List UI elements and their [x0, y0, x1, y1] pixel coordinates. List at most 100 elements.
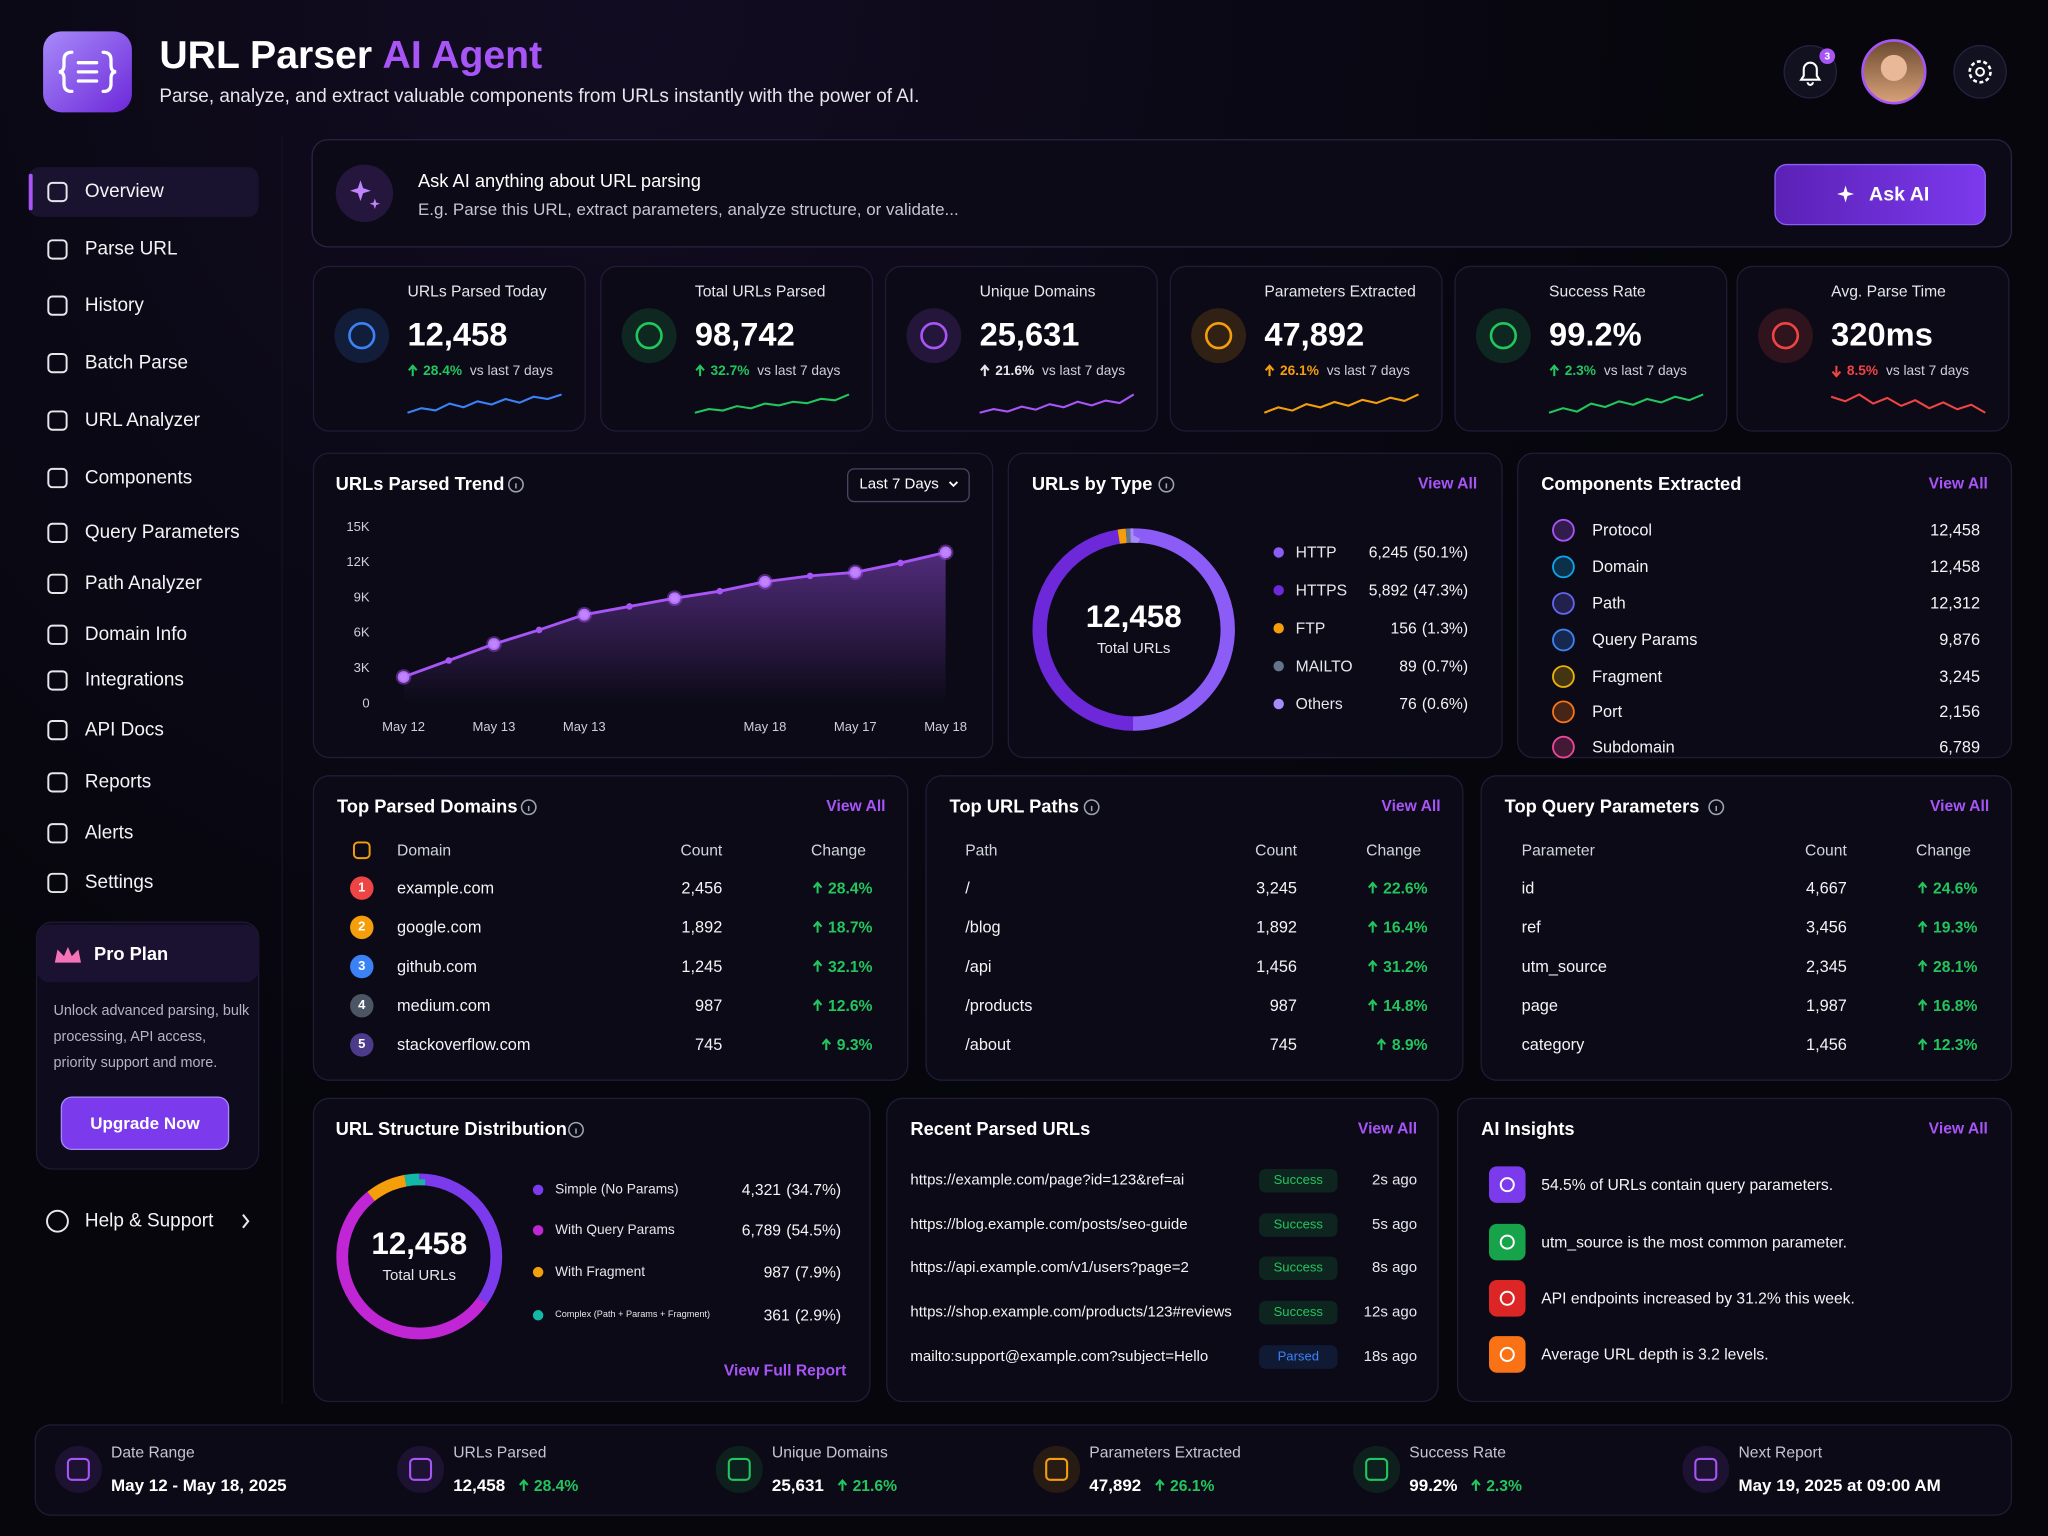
column-header: Count: [1255, 841, 1297, 860]
legend-count: 76: [1399, 694, 1417, 714]
recent-url[interactable]: https://blog.example.com/posts/seo-guide: [910, 1217, 1188, 1233]
change-arrow: [1264, 364, 1275, 377]
component-name: Subdomain: [1592, 737, 1675, 757]
panel-title: Top Query Parameters: [1504, 795, 1700, 817]
insight-icon: [1488, 1279, 1526, 1317]
component-icon: [1552, 628, 1575, 652]
arrow-path: [837, 1478, 847, 1491]
row-count: 4,667: [1805, 879, 1847, 898]
rank-badge: [350, 1033, 374, 1057]
recent-url[interactable]: https://example.com/page?id=123&ref=ai: [910, 1172, 1185, 1189]
change-arrow: [1367, 999, 1378, 1011]
view-all-link[interactable]: View All: [1928, 1119, 1988, 1138]
row-count: 1,987: [1805, 996, 1847, 1015]
change-value: 8.9%: [1391, 1035, 1428, 1055]
view-all-link[interactable]: View All: [1357, 1119, 1418, 1138]
nav-item-label[interactable]: Reports: [84, 771, 152, 793]
footer-label: Parameters Extracted: [1089, 1443, 1241, 1462]
help-label[interactable]: Help & Support: [84, 1210, 214, 1232]
upgrade-button[interactable]: [60, 1096, 230, 1151]
icon: [47, 624, 68, 645]
stat-change: 32.7% vs last 7 days: [695, 363, 840, 379]
insight-icon: [1488, 1336, 1526, 1373]
row-name: page: [1521, 996, 1558, 1015]
report-link[interactable]: View Full Report: [723, 1360, 847, 1380]
x-tick-label: May 18: [924, 720, 968, 735]
table-panel: [1480, 775, 2013, 1081]
recent-panel: [886, 1097, 1439, 1403]
title-main: URL Parser: [159, 33, 373, 78]
stat-change: 28.4% vs last 7 days: [408, 363, 553, 379]
nav-item-label[interactable]: Integrations: [84, 670, 184, 691]
legend-count: 5,892: [1368, 581, 1408, 600]
nav-item-label[interactable]: Path Analyzer: [84, 573, 202, 595]
y-tick-label: 9K: [353, 591, 370, 606]
nav-item-label[interactable]: Alerts: [84, 822, 134, 844]
column-header: Change: [1366, 841, 1422, 860]
nav-item-label[interactable]: Settings: [84, 872, 154, 894]
status-label: Success: [1273, 1305, 1323, 1320]
footer-icon-bg: [54, 1445, 102, 1493]
nav-item-label[interactable]: URL Analyzer: [84, 410, 200, 432]
nav-item-label[interactable]: Parse URL: [84, 239, 178, 260]
stat-value: 320ms: [1831, 316, 1933, 354]
settings-button[interactable]: [1953, 45, 2007, 99]
arrow-path: [1917, 1038, 1928, 1051]
legend-label: HTTP: [1295, 543, 1337, 562]
arrow-path: [408, 364, 418, 377]
icon-bg: [621, 308, 677, 364]
row-change: 12.3%: [1917, 1036, 1977, 1054]
status-pill: [1259, 1213, 1338, 1237]
nav-item-label[interactable]: Query Parameters: [84, 522, 240, 544]
range-dropdown-label[interactable]: Last 7 Days: [859, 476, 939, 493]
legend-value: 6,789 (54.5%): [742, 1221, 841, 1239]
ask-ai-button-label[interactable]: Ask AI: [1869, 183, 1930, 206]
stat-card: [1454, 265, 1728, 432]
row-change: 28.4%: [812, 879, 872, 897]
nav-item-label[interactable]: History: [84, 295, 144, 317]
legend-label: Complex (Path + Params + Fragment): [555, 1310, 711, 1320]
stat-change-suffix: vs last 7 days: [1885, 363, 1970, 379]
footer-value-row: 99.2% 2.3%: [1409, 1475, 1522, 1495]
row-count: 1,892: [681, 918, 723, 937]
rank-number: 2: [358, 920, 366, 935]
legend-dot: [1273, 698, 1284, 710]
nav-item-label[interactable]: Domain Info: [84, 624, 188, 646]
row-name: stackoverflow.com: [397, 1035, 531, 1055]
nav-item-label[interactable]: Batch Parse: [84, 352, 189, 374]
nav-item-label[interactable]: Overview: [84, 181, 164, 203]
recent-url[interactable]: mailto:support@example.com?subject=Hello: [910, 1349, 1209, 1365]
nav-item-label[interactable]: Components: [84, 467, 193, 489]
nav-item-label[interactable]: API Docs: [84, 719, 164, 741]
view-all-link[interactable]: View All: [826, 796, 886, 816]
panel-title: Top Parsed Domains: [336, 795, 518, 817]
trend-point: [576, 606, 593, 623]
legend-percent: (54.5%): [786, 1221, 842, 1240]
upgrade-button-label[interactable]: Upgrade Now: [90, 1113, 200, 1134]
row-count: 3,245: [1256, 879, 1297, 898]
info-icon: [1708, 799, 1725, 816]
icon-glyph: [1771, 322, 1800, 350]
y-tick-label: 12K: [346, 555, 370, 571]
stat-card: [1169, 265, 1443, 432]
range-dropdown[interactable]: [847, 468, 970, 503]
footer-change: 2.3%: [1471, 1476, 1522, 1494]
ask-ai-placeholder[interactable]: E.g. Parse this URL, extract parameters,…: [417, 199, 959, 219]
view-all-link[interactable]: View All: [1929, 796, 1990, 816]
ask-ai-button[interactable]: [1774, 163, 1986, 226]
view-all-link[interactable]: View All: [1417, 474, 1478, 493]
footer-icon: [1365, 1457, 1389, 1481]
recent-url[interactable]: https://shop.example.com/products/123#re…: [910, 1304, 1232, 1321]
insight-text: 54.5% of URLs contain query parameters.: [1541, 1175, 1834, 1194]
icon: [47, 522, 68, 544]
nav-item-hit[interactable]: [29, 808, 259, 858]
trend-point: [666, 590, 683, 607]
notification-count: 3: [1824, 50, 1831, 63]
legend-label: HTTPS: [1295, 581, 1348, 600]
view-all-link[interactable]: View All: [1928, 474, 1988, 493]
donut-segment: [336, 1173, 503, 1340]
view-all-link[interactable]: View All: [1381, 796, 1441, 816]
panel-title: Recent Parsed URLs: [910, 1118, 1091, 1139]
recent-url[interactable]: https://api.example.com/v1/users?page=2: [910, 1260, 1189, 1277]
panel-title: AI Insights: [1481, 1118, 1575, 1139]
